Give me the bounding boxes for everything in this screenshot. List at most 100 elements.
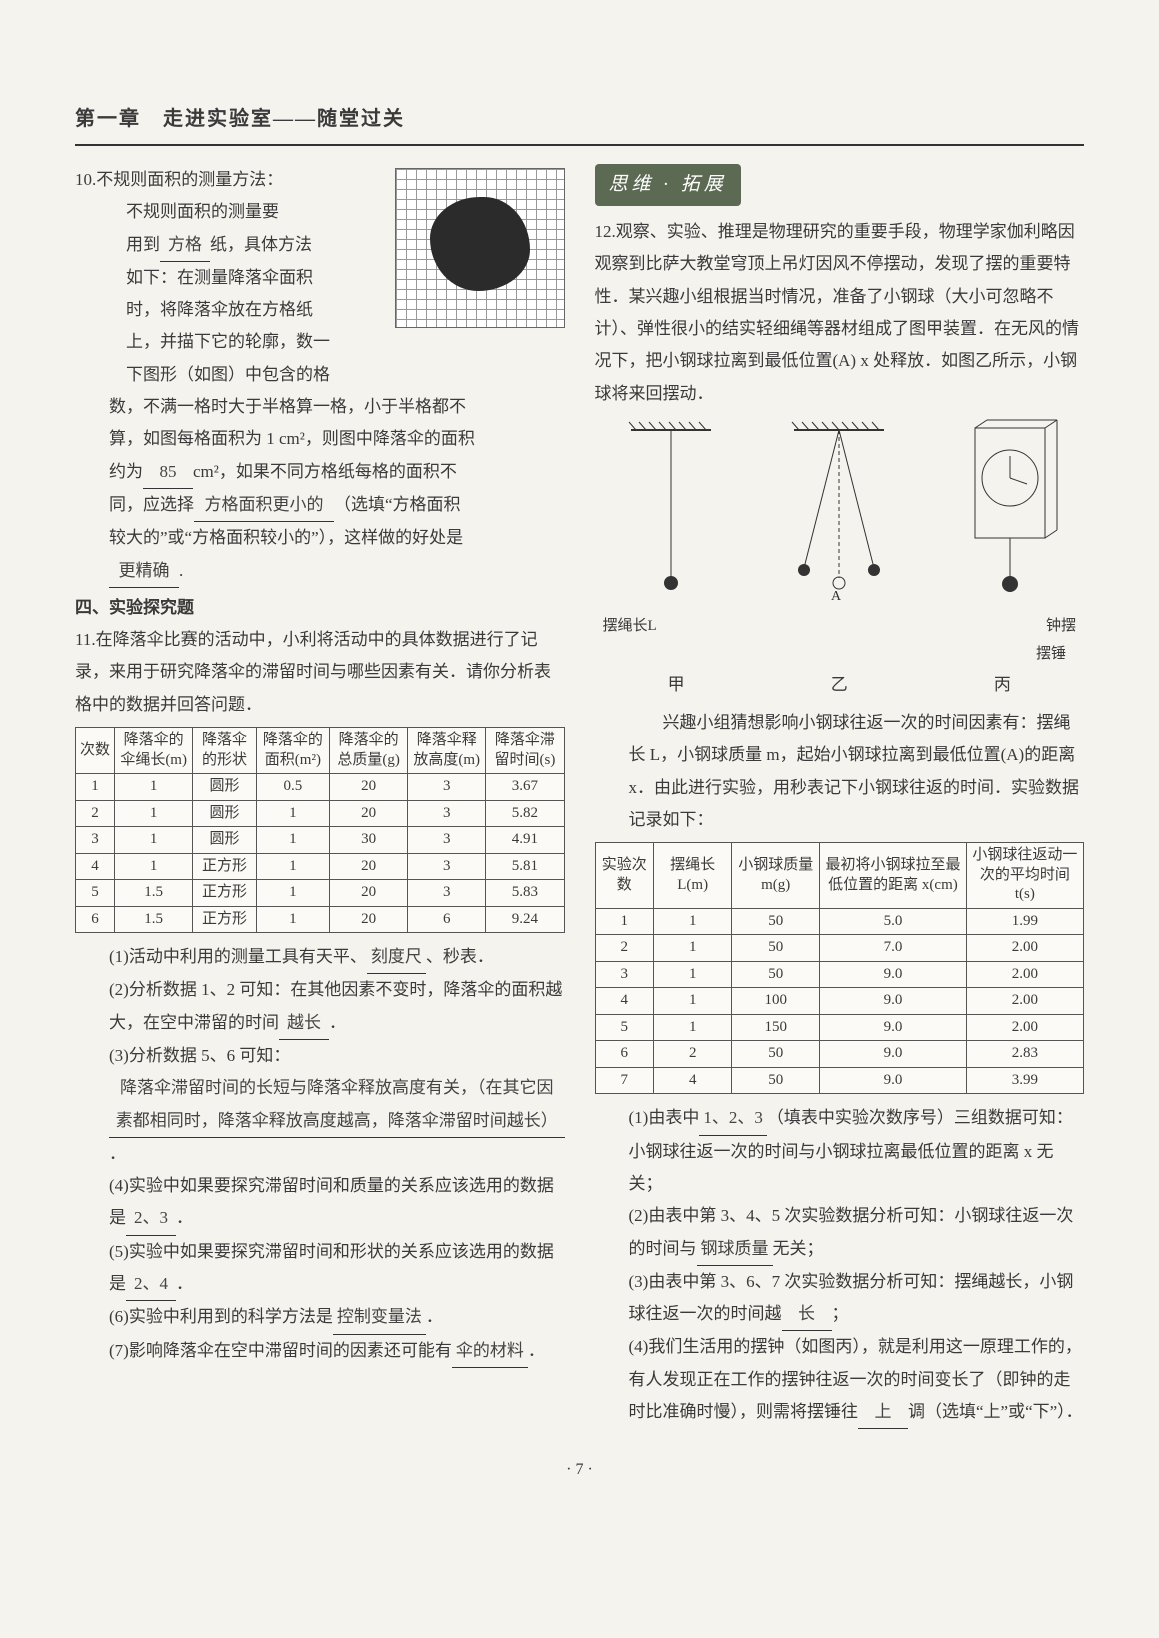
table-row: 41正方形12035.81 [76,853,565,880]
table-cell: 5.83 [486,880,564,907]
table-cell: 1 [595,908,654,935]
table-cell: 正方形 [193,853,257,880]
table-cell: 圆形 [193,800,257,827]
table-cell: 5 [595,1014,654,1041]
table-cell: 3 [408,880,486,907]
sub-question: (4)实验中如果要探究滞留时间和质量的关系应该选用的数据是2、3． [75,1170,565,1236]
answer-blank: 1、2、3 [699,1102,767,1135]
table-cell: 2.00 [966,961,1083,988]
table-cell: 1 [256,800,329,827]
table-header: 降落伞的总质量(g) [330,728,408,774]
t: 约为 [109,462,143,481]
table-cell: 1 [256,827,329,854]
fig-side-labels: 摆绳长L 钟摆 [595,612,1085,641]
t: 下图形（如图）中包含的格 [126,365,330,384]
t: 同，应选择 [109,495,194,514]
q11-number: 11. [75,630,96,649]
q11-subquestions: (1)活动中利用的测量工具有天平、刻度尺、秒表．(2)分析数据 1、2 可知：在… [75,941,565,1368]
sub-question: (3)分析数据 5、6 可知：降落伞滞留时间的长短与降落伞释放高度有关，（在其它… [75,1040,565,1170]
table-cell: 3 [408,800,486,827]
sub-pre: 影响降落伞在空中滞留时间的因素还可能有 [129,1341,452,1360]
t: 用到 [126,235,160,254]
question-10: 10.不规则面积的测量方法： 不规则面积的测量要 用到方格纸，具体方法 如下：在… [75,164,565,588]
q11-table: 次数降落伞的伞绳长(m)降落伞的形状降落伞的面积(m²)降落伞的总质量(g)降落… [75,727,565,933]
table-cell: 3.67 [486,774,564,801]
table-cell: 100 [732,988,820,1015]
table-row: 11505.01.99 [595,908,1084,935]
table-row: 511509.02.00 [595,1014,1084,1041]
sub-number: (2) [629,1206,649,1225]
table-cell: 20 [330,774,408,801]
blank-fangge: 方格 [160,229,210,262]
t: 不规则面积的测量要 [126,202,279,221]
q10-title: 不规则面积的测量方法： [96,170,283,189]
table-cell: 6 [595,1041,654,1068]
table-cell: 4 [76,853,115,880]
table-cell: 1.5 [115,906,193,933]
table-cell: 50 [732,1067,820,1094]
table-cell: 150 [732,1014,820,1041]
sub-number: (4) [629,1337,649,1356]
table-row: 11圆形0.52033.67 [76,774,565,801]
t: 纸，具体方法 [210,235,312,254]
t: 较大的”或“方格面积较小的”），这样做的好处是 [109,528,463,547]
sub-post: ． [109,1144,126,1163]
table-cell: 50 [732,961,820,988]
table-cell: 1 [256,906,329,933]
answer-blank: 刻度尺 [367,941,426,974]
table-cell: 3 [408,774,486,801]
table-cell: 4 [595,988,654,1015]
sub-question: (1)活动中利用的测量工具有天平、刻度尺、秒表． [75,941,565,974]
table-cell: 2.83 [966,1041,1083,1068]
sub-number: (7) [109,1341,129,1360]
table-cell: 20 [330,853,408,880]
table-cell: 3.99 [966,1067,1083,1094]
table-header: 次数 [76,728,115,774]
table-cell: 9.0 [820,1014,967,1041]
fig-weight-label: 摆锤 [595,640,1085,669]
table-cell: 9.24 [486,906,564,933]
irregular-shape [430,197,530,291]
answer-blank: 钢球质量 [697,1233,773,1266]
sub-number: (4) [109,1176,129,1195]
sub-number: (5) [109,1242,129,1261]
answer-blank: 越长 [279,1007,329,1040]
sub-number: (2) [109,980,129,999]
table-header: 降落伞滞留时间(s) [486,728,564,774]
table-cell: 2 [76,800,115,827]
table-cell: 1 [115,827,193,854]
table-header: 实验次数 [595,843,654,909]
table-row: 51.5正方形12035.83 [76,880,565,907]
t: 算，如图每格面积为 1 cm²，则图中降落伞的面积 [109,429,475,448]
table-cell: 2 [595,935,654,962]
sub-number: (3) [629,1272,649,1291]
table-row: 21507.02.00 [595,935,1084,962]
two-column-layout: 10.不规则面积的测量方法： 不规则面积的测量要 用到方格纸，具体方法 如下：在… [75,164,1084,1429]
t: cm²，如果不同方格纸每格的面积不 [193,462,457,481]
sub-question: (3)由表中第 3、6、7 次实验数据分析可知：摆绳越长，小钢球往返一次的时间越… [595,1266,1085,1332]
t: 时，将降落伞放在方格纸 [126,300,313,319]
q10-number: 10. [75,170,96,189]
sub-pre: 活动中利用的测量工具有天平、 [129,947,367,966]
label-clock: 钟摆 [1046,612,1076,641]
page-number: · 7 · [75,1455,1084,1485]
table-row: 74509.03.99 [595,1067,1084,1094]
table-cell: 20 [330,800,408,827]
table-cell: 1 [115,774,193,801]
label-ropeL: 摆绳长L [603,612,657,641]
chapter-header: 第一章 走进实验室——随堂过关 [75,100,1084,146]
table-cell: 正方形 [193,880,257,907]
table-cell: 2.00 [966,1014,1083,1041]
sub-pre: 分析数据 5、6 可知： [129,1046,291,1065]
table-cell: 1 [115,853,193,880]
table-cell: 5 [76,880,115,907]
table-cell: 1 [115,800,193,827]
sub-number: (1) [629,1108,649,1127]
table-cell: 30 [330,827,408,854]
sub-question: (7)影响降落伞在空中滞留时间的因素还可能有伞的材料． [75,1335,565,1368]
table-cell: 6 [76,906,115,933]
table-cell: 4 [654,1067,732,1094]
table-cell: 2.00 [966,935,1083,962]
table-cell: 1 [76,774,115,801]
sub-post: ． [426,1307,443,1326]
